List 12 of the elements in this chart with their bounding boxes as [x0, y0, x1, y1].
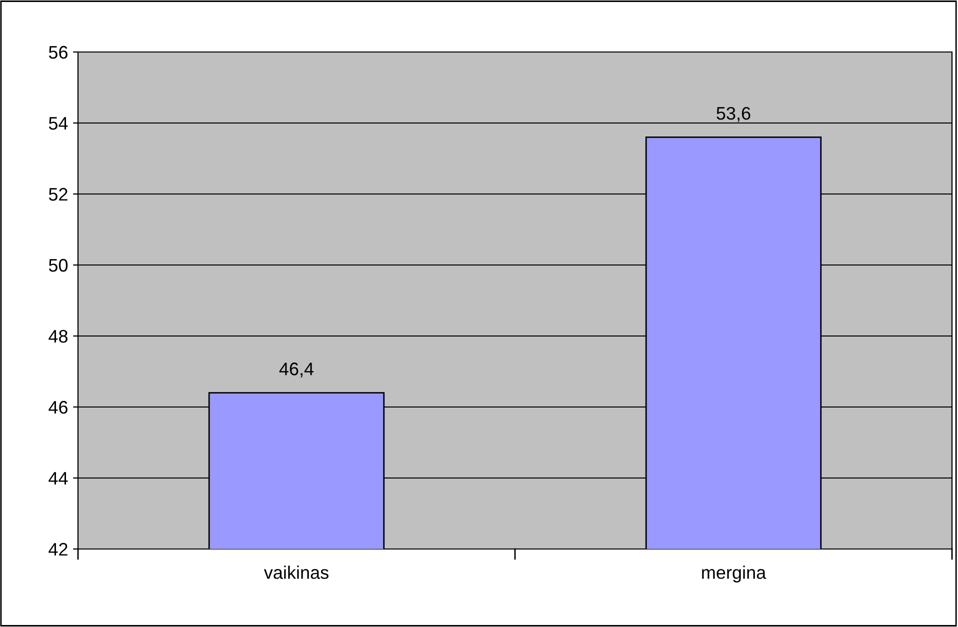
y-tick-label: 42: [48, 542, 68, 556]
y-tick-label: 44: [48, 472, 68, 485]
y-tick-label: 50: [48, 258, 68, 272]
y-tick-label: 54: [48, 117, 68, 130]
x-tick-label: vaikinas: [264, 566, 328, 579]
y-tick-label: 48: [48, 330, 68, 343]
data-label: 53,6: [716, 106, 750, 122]
x-tick-label: mergina: [702, 566, 766, 582]
y-tick-label: 46: [48, 400, 68, 414]
y-tick-label: 52: [48, 188, 68, 201]
y-tick-label: 56: [48, 46, 68, 59]
data-label: 46,4: [279, 362, 314, 378]
